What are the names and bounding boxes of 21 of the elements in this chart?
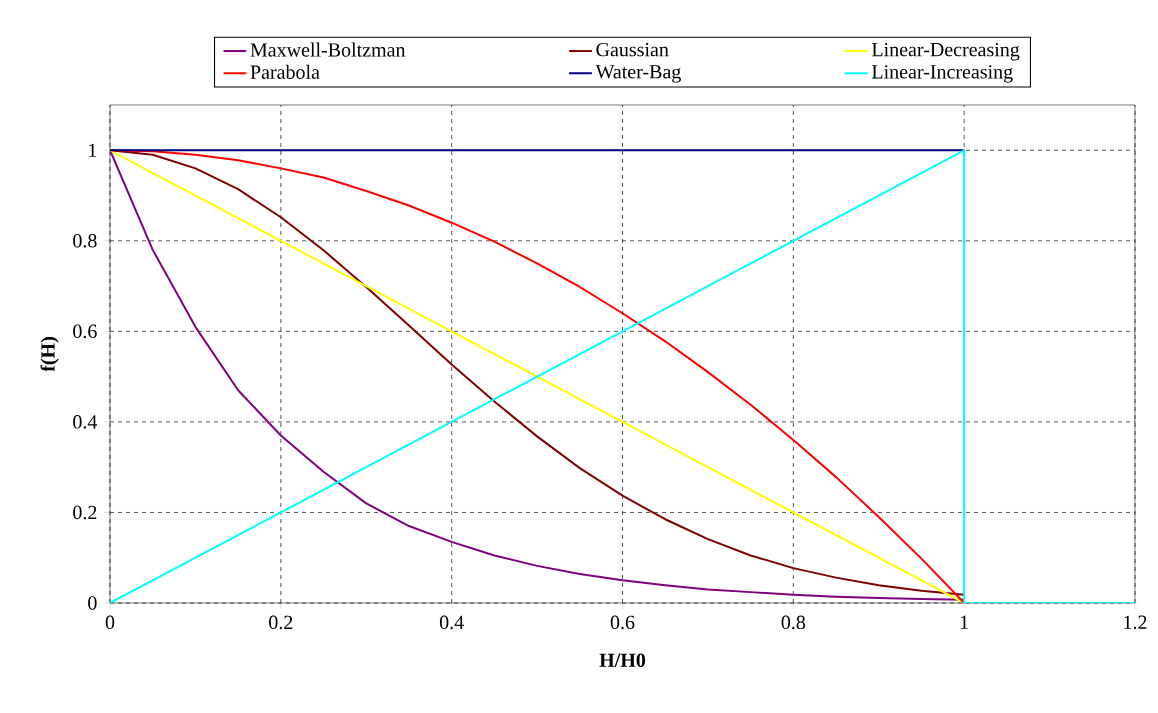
legend-label: Linear-Decreasing (871, 42, 1020, 61)
y-tick-label: 0.6 (73, 324, 97, 339)
y-tick-label: 0.4 (73, 415, 98, 429)
x-tick-label: 1.2 (1124, 615, 1147, 630)
y-tick-label: 0.2 (73, 505, 97, 520)
y-tick-label: 0.8 (73, 234, 97, 248)
y-axis-title: f(H) (40, 337, 59, 372)
y-tick-label: 0 (88, 596, 97, 610)
legend-label: Water-Bag (595, 65, 681, 83)
legend-label: Parabola (250, 64, 320, 79)
x-axis-title: H/H0 (599, 653, 646, 667)
x-tick-label: 0.8 (781, 615, 806, 630)
legend-label: Maxwell-Boltzman (250, 42, 406, 57)
x-tick-label: 0.4 (439, 615, 464, 630)
x-tick-label: 0.2 (269, 615, 293, 630)
legend-label: Gaussian (596, 42, 669, 57)
x-tick-label: 0 (105, 615, 115, 630)
x-tick-label: 0.6 (610, 615, 635, 630)
y-tick-label: 1 (89, 143, 97, 157)
legend-label: Linear-Increasing (871, 65, 1013, 83)
x-tick-label: 1 (960, 615, 968, 629)
